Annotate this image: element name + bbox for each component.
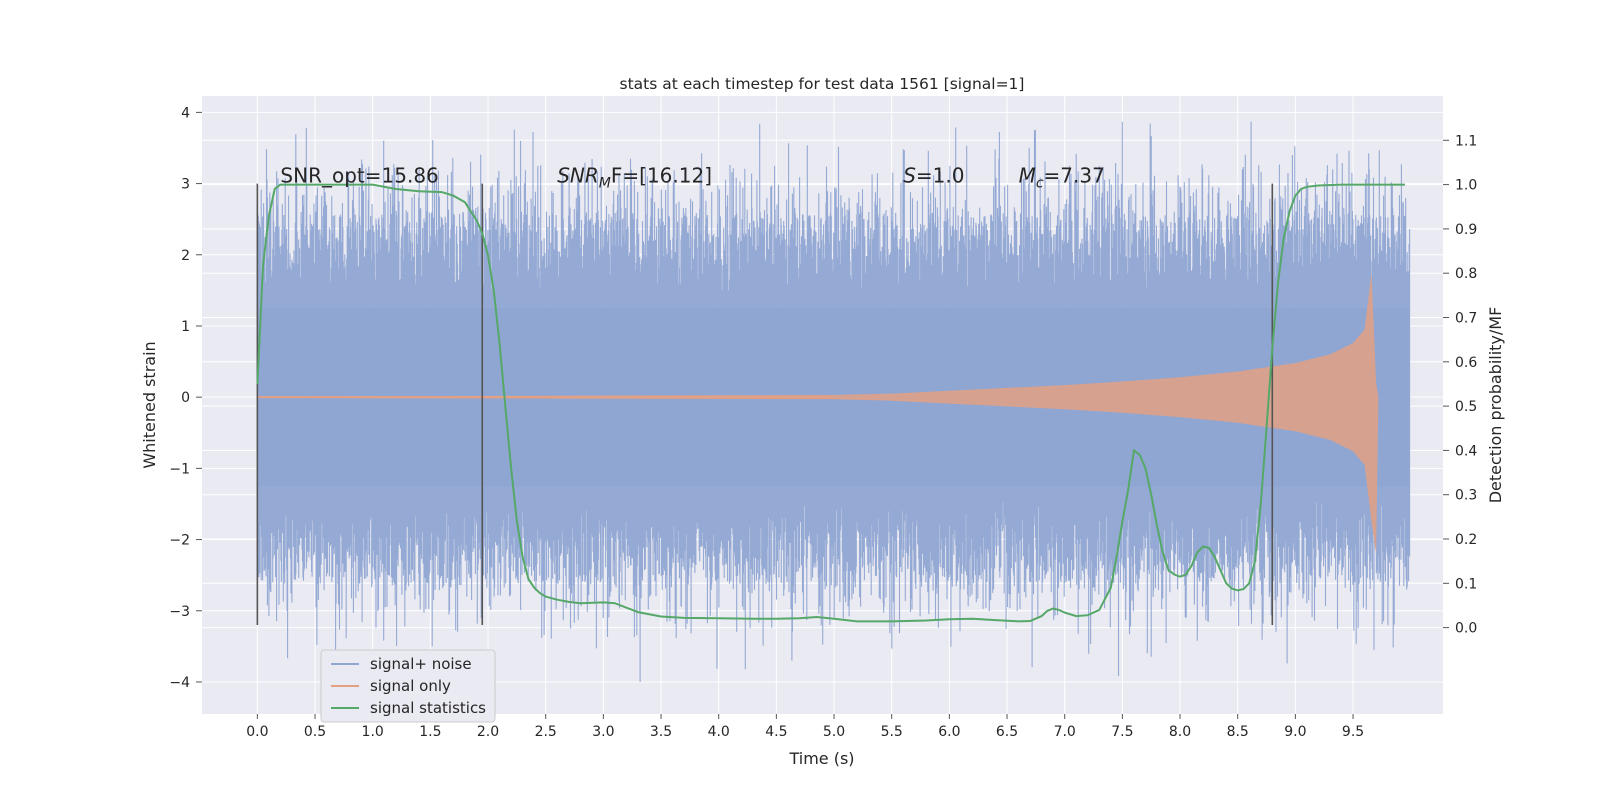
x-tick-label-2: 1.0 — [362, 724, 384, 740]
x-axis: 0.0 0.5 1.0 1.5 2.0 2.5 3.0 3.5 4.0 4.5 5.0 5.5 6.0 6… — [246, 714, 1364, 740]
x-tick-label-11: 5.5 — [881, 724, 903, 740]
y-tick-label-2: 2 — [181, 248, 190, 264]
y-axis-label: Whitened strain — [140, 341, 159, 468]
legend-box — [320, 649, 496, 723]
chart-title: stats at each timestep for test data 156… — [620, 75, 1025, 93]
x-tick-label-19: 9.5 — [1342, 724, 1364, 740]
x-tick-label-7: 3.5 — [650, 724, 672, 740]
x-tick-label-10: 5.0 — [823, 724, 845, 740]
y2-tick-label-0: 1.1 — [1455, 133, 1477, 149]
x-tick-label-14: 7.0 — [1054, 724, 1076, 740]
y2-tick-label-2: 0.9 — [1455, 222, 1477, 238]
x-axis-label: Time (s) — [788, 749, 854, 768]
y2-tick-label-9: 0.2 — [1455, 532, 1477, 548]
x-tick-label-3: 1.5 — [419, 724, 441, 740]
x-tick-label-18: 9.0 — [1284, 724, 1306, 740]
annotation-3: Mc=7.37 — [1019, 164, 1105, 192]
y-axis-left: 4 3 2 1 0 −1 −2 −3 −4 — [169, 105, 202, 691]
y2-tick-label-8: 0.3 — [1455, 488, 1477, 504]
y-tick-label-3: 1 — [181, 319, 190, 335]
x-tick-label-17: 8.5 — [1227, 724, 1249, 740]
legend-label-signal-noise: signal+ noise — [370, 655, 472, 673]
y2-tick-label-3: 0.8 — [1455, 266, 1477, 282]
signal-only-series — [257, 272, 1379, 554]
y-axis-right: 1.1 1.0 0.9 0.8 0.7 0.6 0.5 0.4 0.3 0.2 0.1 0.0 — [1443, 133, 1477, 637]
y2-tick-label-6: 0.5 — [1455, 399, 1477, 415]
y-tick-label-0: 4 — [181, 105, 190, 121]
x-tick-label-5: 2.5 — [535, 724, 557, 740]
y2-tick-label-10: 0.1 — [1455, 576, 1477, 592]
x-tick-label-12: 6.0 — [938, 724, 960, 740]
annotation-2: S=1.0 — [903, 164, 964, 188]
y2-tick-label-7: 0.4 — [1455, 443, 1477, 459]
x-tick-label-8: 4.0 — [708, 724, 730, 740]
y2-axis-label: Detection probability/MF — [1486, 307, 1505, 504]
x-tick-label-13: 6.5 — [996, 724, 1018, 740]
legend: signal+ noise signal only signal statist… — [320, 649, 496, 723]
legend-label-signal-statistics: signal statistics — [370, 699, 486, 717]
x-tick-label-0: 0.0 — [246, 724, 268, 740]
y-tick-label-7: −3 — [169, 604, 190, 620]
signal-statistics-line — [256, 183, 1405, 623]
x-tick-label-6: 3.0 — [592, 724, 614, 740]
signal-only-envelope — [257, 272, 1379, 554]
legend-label-signal-only: signal only — [370, 677, 451, 695]
annotations: SNR_opt=15.86 SNRMF=[16.12] S=1.0 Mc=7.37 — [280, 164, 1104, 192]
x-tick-label-4: 2.0 — [477, 724, 499, 740]
y2-tick-label-11: 0.0 — [1455, 621, 1477, 637]
y2-tick-label-5: 0.6 — [1455, 355, 1477, 371]
y2-tick-label-1: 1.0 — [1455, 178, 1477, 194]
y-tick-label-5: −1 — [169, 461, 190, 477]
signal-statistics-series — [256, 183, 1405, 623]
x-tick-label-15: 7.5 — [1111, 724, 1133, 740]
y-tick-label-8: −4 — [169, 675, 190, 691]
y-tick-label-6: −2 — [169, 533, 190, 549]
x-tick-label-9: 4.5 — [765, 724, 787, 740]
y2-tick-label-4: 0.7 — [1455, 311, 1477, 327]
marker-lines — [256, 183, 1274, 626]
x-tick-label-16: 8.0 — [1169, 724, 1191, 740]
y-tick-label-1: 3 — [181, 177, 190, 193]
annotation-0: SNR_opt=15.86 — [280, 164, 438, 188]
y-tick-label-4: 0 — [181, 390, 190, 406]
x-tick-label-1: 0.5 — [304, 724, 326, 740]
annotation-1: SNRMF=[16.12] — [557, 164, 712, 192]
